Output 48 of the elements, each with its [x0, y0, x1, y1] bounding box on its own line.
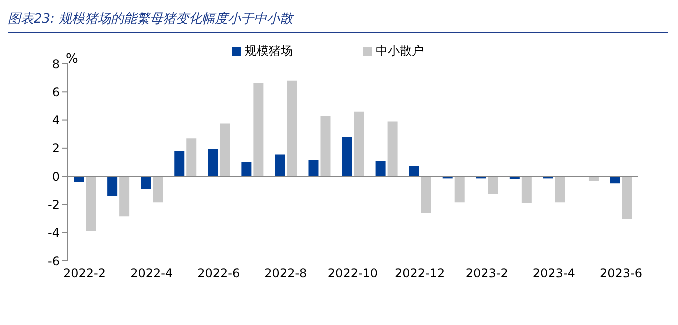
y-tick-label: -4 [48, 226, 60, 240]
bar [220, 124, 230, 177]
bar [308, 160, 319, 177]
bar [275, 154, 286, 177]
bar [409, 166, 420, 177]
x-tick-label: 2022-12 [394, 266, 446, 281]
bar [610, 176, 621, 184]
bar [421, 176, 432, 214]
bar [454, 176, 465, 203]
bar [242, 162, 252, 177]
legend-label: 中小散户 [376, 44, 424, 58]
bar [254, 82, 264, 177]
y-tick-label: -6 [48, 254, 60, 268]
bar [174, 151, 185, 177]
y-tick-label: 2 [52, 142, 60, 156]
x-tick-label: 2023-4 [532, 266, 576, 281]
bar [141, 176, 152, 190]
bar [120, 176, 130, 217]
x-tick-label: 2023-6 [600, 266, 642, 281]
x-tick-label: 2022-2 [64, 266, 106, 281]
bar [153, 176, 164, 203]
y-axis-title: % [66, 52, 78, 67]
y-tick-label: 0 [52, 170, 60, 184]
legend-label: 规模猪场 [245, 44, 293, 58]
bar [208, 149, 218, 177]
bar [287, 80, 298, 177]
bar [342, 137, 352, 177]
bar [522, 176, 532, 204]
x-tick-label: 2022-8 [264, 266, 308, 281]
y-tick-label: -2 [48, 198, 60, 212]
bar [376, 161, 386, 177]
bar [388, 122, 398, 177]
x-tick-label: 2022-10 [328, 266, 378, 281]
bar [86, 176, 96, 232]
y-tick-label: 8 [52, 57, 60, 72]
x-tick-label: 2022-6 [198, 266, 240, 281]
x-tick-label: 2023-2 [466, 266, 508, 281]
x-tick-label: 2022-4 [130, 266, 174, 281]
bar [108, 176, 118, 196]
bar [488, 176, 498, 194]
bar [555, 176, 566, 203]
chart-title: 图表23: 规模猪场的能繁母猪变化幅度小于中小散 [8, 8, 668, 33]
y-tick-label: 4 [52, 114, 60, 128]
bar [622, 176, 633, 220]
bar [320, 116, 331, 177]
y-tick-label: 6 [52, 85, 60, 100]
bar [354, 112, 364, 177]
bar [186, 138, 197, 177]
